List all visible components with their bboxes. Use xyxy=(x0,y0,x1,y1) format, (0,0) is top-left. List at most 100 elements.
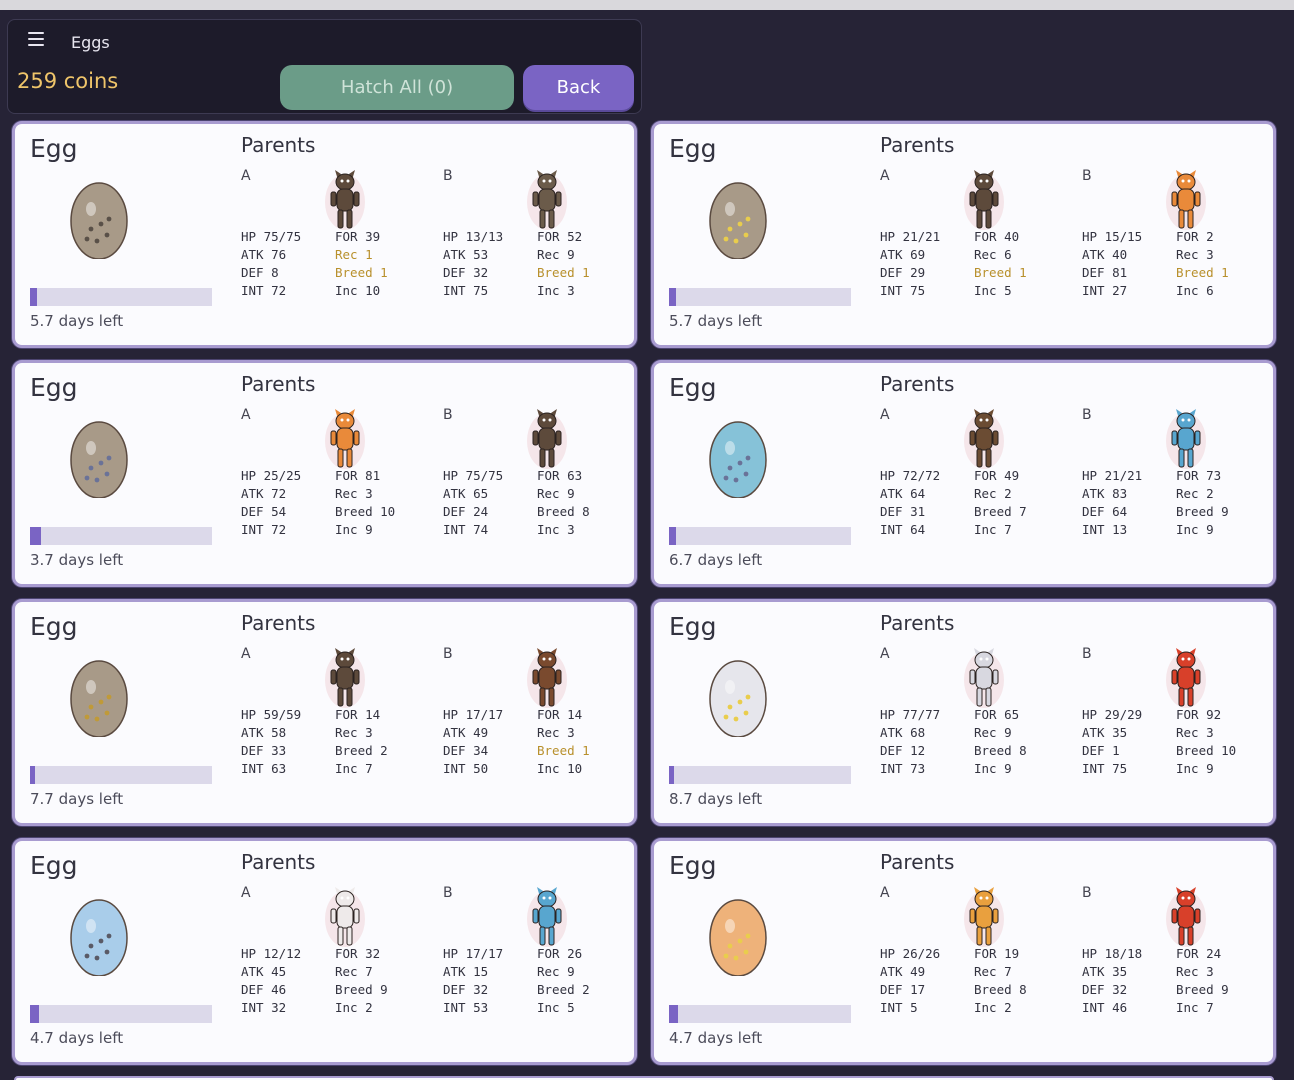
stat-value: Breed 8 xyxy=(974,743,1027,758)
stat-value: Inc 7 xyxy=(335,761,373,776)
parents-heading: Parents xyxy=(880,850,955,874)
stat-value: FOR 24 xyxy=(1176,946,1222,961)
parent-a-label: A xyxy=(241,646,251,662)
stat-value: FOR 73 xyxy=(1176,468,1222,483)
stat-value: DEF 1 xyxy=(1082,743,1120,758)
parent-b-creature-icon[interactable] xyxy=(525,401,569,471)
incubation-progress-bar xyxy=(30,766,212,784)
parent-b-stats-left: HP 15/15 ATK 40 DEF 81 INT 27 xyxy=(1082,228,1142,300)
stat-value: Breed 10 xyxy=(335,504,396,519)
back-button[interactable]: Back xyxy=(523,65,634,110)
parent-b-creature-icon[interactable] xyxy=(525,162,569,232)
stat-value: ATK 64 xyxy=(880,486,926,501)
egg-title: Egg xyxy=(30,851,78,880)
stat-value: Rec 2 xyxy=(1176,486,1214,501)
next-card-edge xyxy=(14,1076,1274,1080)
stat-value: DEF 81 xyxy=(1082,265,1128,280)
egg-title: Egg xyxy=(669,373,717,402)
stat-value: Inc 6 xyxy=(1176,283,1214,298)
stat-value: Breed 1 xyxy=(335,265,388,280)
eggs-header-panel: Eggs 259 coins Hatch All (0) Back xyxy=(7,19,642,114)
stat-value: Breed 8 xyxy=(537,504,590,519)
egg-card[interactable]: Egg 4.7 days left Parents A HP 26/26 ATK 49 DE… xyxy=(651,838,1276,1065)
egg-icon xyxy=(69,179,129,260)
stat-value: Breed 10 xyxy=(1176,743,1237,758)
egg-card[interactable]: Egg 8.7 days left Parents A HP 77/77 ATK 68 DE… xyxy=(651,599,1276,826)
stat-value: Rec 7 xyxy=(335,964,373,979)
egg-card[interactable]: Egg 6.7 days left Parents A HP 72/72 ATK 64 DE… xyxy=(651,360,1276,587)
hatch-all-button[interactable]: Hatch All (0) xyxy=(280,65,514,110)
parent-b-stats-right: FOR 14 Rec 3 Breed 1 Inc 10 xyxy=(537,706,590,778)
parent-b-creature-icon[interactable] xyxy=(1164,640,1208,710)
parent-b-label: B xyxy=(1082,885,1092,901)
stat-value: Breed 9 xyxy=(1176,982,1229,997)
days-left: 5.7 days left xyxy=(669,312,763,330)
progress-fill xyxy=(669,1005,679,1023)
parent-a-creature-icon[interactable] xyxy=(323,640,367,710)
menu-icon[interactable] xyxy=(28,32,44,46)
stat-value: Inc 9 xyxy=(1176,522,1214,537)
incubation-progress-bar xyxy=(669,1005,851,1023)
stat-value: DEF 32 xyxy=(443,265,489,280)
parent-a-creature-icon[interactable] xyxy=(962,879,1006,949)
parent-a-creature-icon[interactable] xyxy=(962,162,1006,232)
stat-value: INT 72 xyxy=(241,522,287,537)
stat-value: ATK 68 xyxy=(880,725,926,740)
parent-a-creature-icon[interactable] xyxy=(962,401,1006,471)
parent-b-label: B xyxy=(1082,168,1092,184)
egg-card[interactable]: Egg 5.7 days left Parents A HP 75/75 ATK 76 DE… xyxy=(12,121,637,348)
stat-value: HP 18/18 xyxy=(1082,946,1143,961)
stat-value: DEF 54 xyxy=(241,504,287,519)
stat-value: INT 75 xyxy=(443,283,489,298)
stat-value: Rec 9 xyxy=(537,486,575,501)
parent-b-creature-icon[interactable] xyxy=(525,640,569,710)
stat-value: Rec 3 xyxy=(1176,964,1214,979)
progress-fill xyxy=(30,766,36,784)
parent-b-creature-icon[interactable] xyxy=(1164,401,1208,471)
parent-b-stats-left: HP 21/21 ATK 83 DEF 64 INT 13 xyxy=(1082,467,1142,539)
stat-value: ATK 35 xyxy=(1082,964,1128,979)
parents-heading: Parents xyxy=(241,133,316,157)
stat-value: DEF 32 xyxy=(443,982,489,997)
stat-value: Breed 8 xyxy=(974,982,1027,997)
stat-value: DEF 17 xyxy=(880,982,926,997)
stat-value: FOR 52 xyxy=(537,229,583,244)
stat-value: FOR 32 xyxy=(335,946,381,961)
parent-a-creature-icon[interactable] xyxy=(323,401,367,471)
stat-value: ATK 35 xyxy=(1082,725,1128,740)
stat-value: Rec 7 xyxy=(974,964,1012,979)
page-title: Eggs xyxy=(71,33,110,52)
parent-b-label: B xyxy=(443,407,453,423)
stat-value: ATK 53 xyxy=(443,247,489,262)
egg-card[interactable]: Egg 5.7 days left Parents A HP 21/21 ATK 69 DE… xyxy=(651,121,1276,348)
progress-fill xyxy=(669,527,677,545)
incubation-progress-bar xyxy=(30,288,212,306)
stat-value: INT 27 xyxy=(1082,283,1128,298)
parent-b-creature-icon[interactable] xyxy=(525,879,569,949)
parent-a-creature-icon[interactable] xyxy=(323,879,367,949)
stat-value: Inc 9 xyxy=(335,522,373,537)
parent-b-creature-icon[interactable] xyxy=(1164,879,1208,949)
stat-value: FOR 26 xyxy=(537,946,583,961)
parent-b-stats-left: HP 17/17 ATK 15 DEF 32 INT 53 xyxy=(443,945,503,1017)
stat-value: FOR 14 xyxy=(537,707,583,722)
parent-a-creature-icon[interactable] xyxy=(962,640,1006,710)
stat-value: FOR 2 xyxy=(1176,229,1214,244)
egg-card[interactable]: Egg 4.7 days left Parents A HP 12/12 ATK 45 DE… xyxy=(12,838,637,1065)
days-left: 4.7 days left xyxy=(669,1029,763,1047)
egg-card[interactable]: Egg 7.7 days left Parents A HP 59/59 ATK 58 DE… xyxy=(12,599,637,826)
stat-value: INT 73 xyxy=(880,761,926,776)
stat-value: HP 59/59 xyxy=(241,707,302,722)
parent-b-stats-right: FOR 2 Rec 3 Breed 1 Inc 6 xyxy=(1176,228,1229,300)
egg-card[interactable]: Egg 3.7 days left Parents A HP 25/25 ATK 72 DE… xyxy=(12,360,637,587)
parent-a-creature-icon[interactable] xyxy=(323,162,367,232)
stat-value: ATK 15 xyxy=(443,964,489,979)
stat-value: Rec 9 xyxy=(537,964,575,979)
stat-value: HP 75/75 xyxy=(241,229,302,244)
egg-icon xyxy=(708,896,768,977)
parent-b-creature-icon[interactable] xyxy=(1164,162,1208,232)
stat-value: ATK 49 xyxy=(880,964,926,979)
stat-value: Inc 7 xyxy=(1176,1000,1214,1015)
stat-value: Inc 7 xyxy=(974,522,1012,537)
stat-value: FOR 92 xyxy=(1176,707,1222,722)
